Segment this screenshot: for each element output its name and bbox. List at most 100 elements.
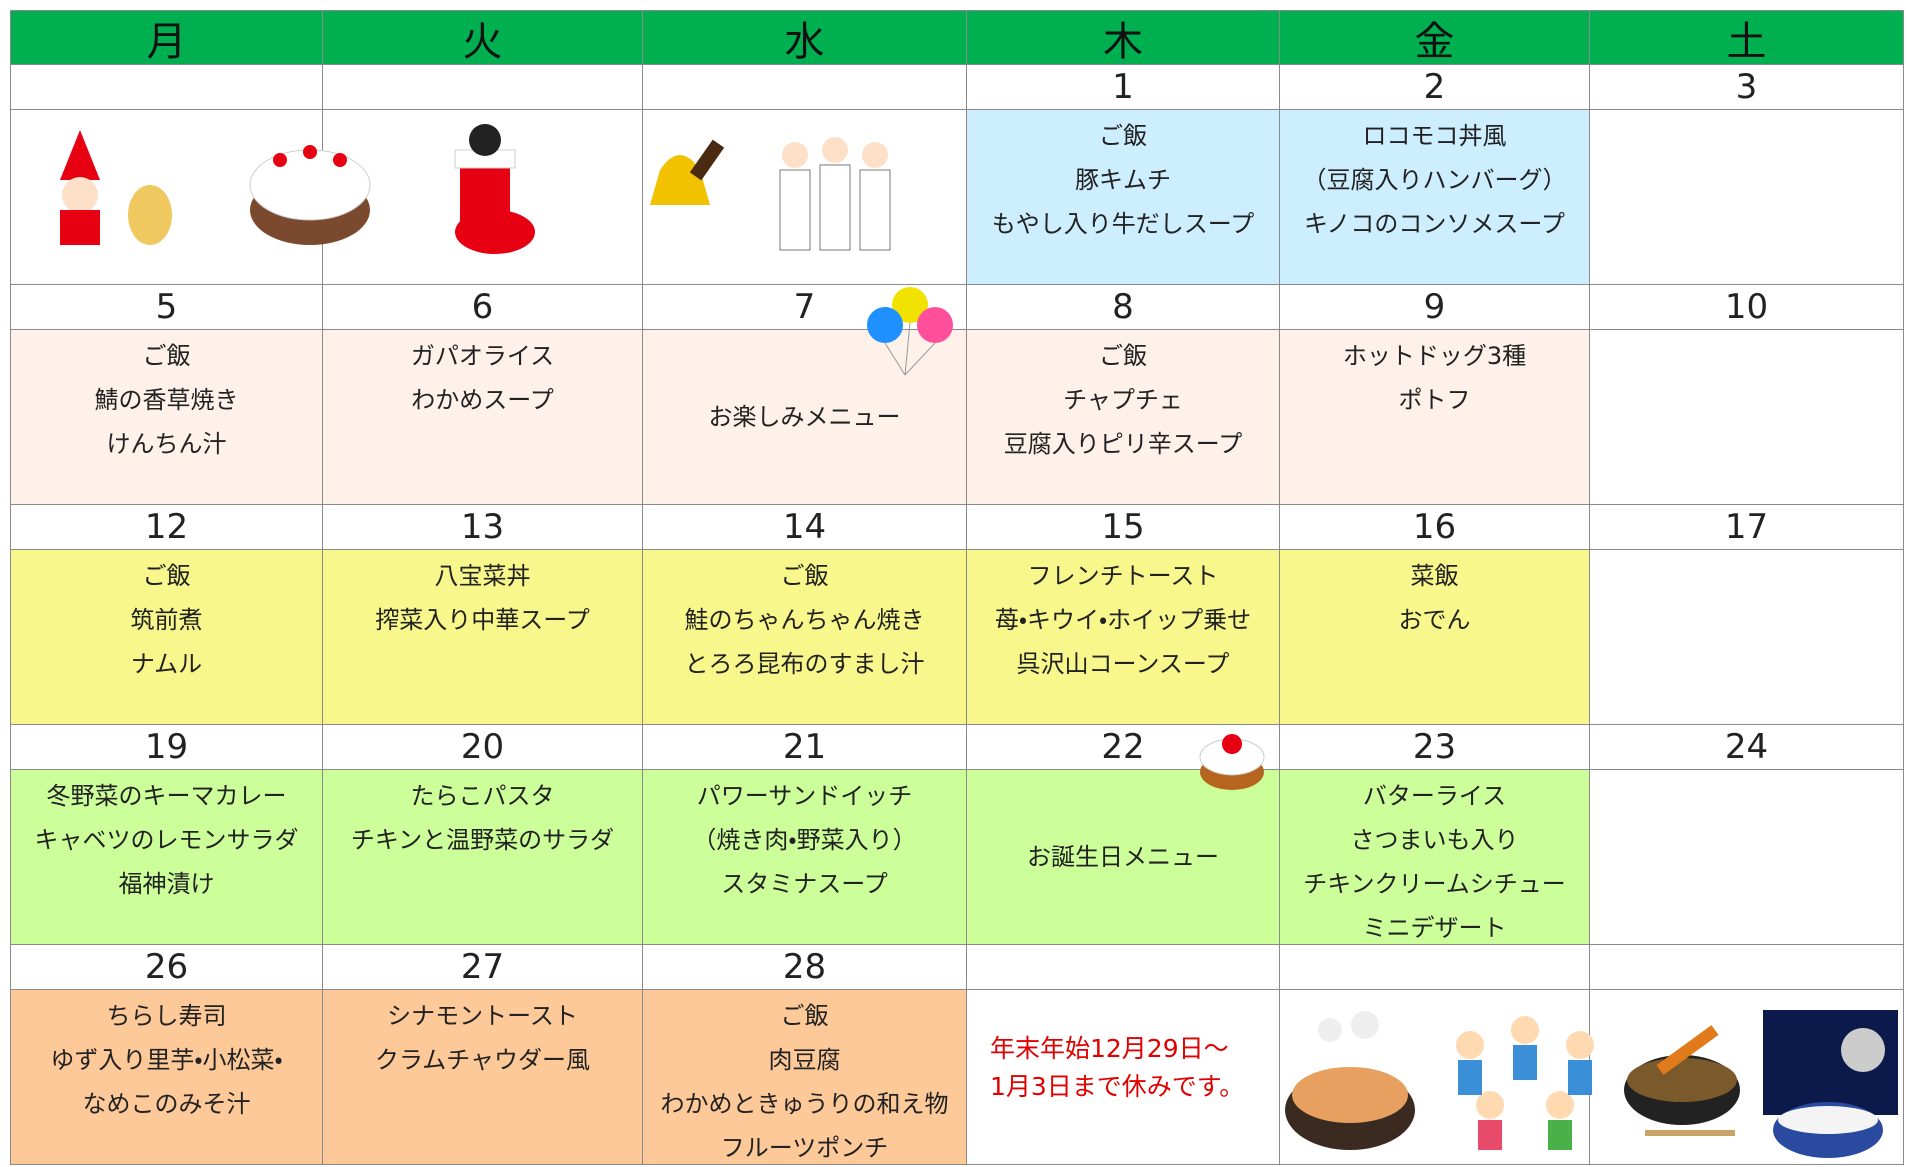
menu-cell: たらこパスタ チキンと温野菜のサラダ xyxy=(322,769,643,945)
date-cell: 3 xyxy=(1589,64,1904,110)
menu-cell: ご飯 肉豆腐 わかめときゅうりの和え物 フルーツポンチ xyxy=(642,989,967,1165)
menu-cell xyxy=(966,989,1280,1165)
date-cell: 8 xyxy=(966,284,1280,330)
menu-item: クラムチャウダー風 xyxy=(374,1046,591,1074)
menu-cell: パワーサンドイッチ （焼き肉・野菜入り） スタミナスープ xyxy=(642,769,967,945)
date-cell: 1 xyxy=(966,64,1280,110)
cake-icon xyxy=(249,145,371,245)
balloons-icon xyxy=(867,287,953,376)
menu-item: 豚キムチ xyxy=(1075,166,1171,194)
date-cell: 21 xyxy=(642,724,967,770)
menu-item: ロコモコ丼風 xyxy=(1362,122,1507,150)
menu-item: 肉豆腐 xyxy=(768,1046,841,1074)
menu-cell: 菜飯 おでん xyxy=(1279,549,1590,725)
date-cell xyxy=(642,64,967,110)
menu-item: ガパオライス xyxy=(410,342,555,370)
menu-item: 福神漬け xyxy=(118,870,215,898)
date-cell: 28 xyxy=(642,944,967,990)
menu-item: ちらし寿司 xyxy=(106,1002,227,1030)
menu-item: 冬野菜のキーマカレー xyxy=(46,782,287,810)
menu-item: おでん xyxy=(1398,606,1471,634)
weekday-header: 金 xyxy=(1279,10,1590,65)
menu-item: けんちん汁 xyxy=(106,430,227,458)
date-cell: 27 xyxy=(322,944,643,990)
new-year-icon xyxy=(1763,1010,1898,1158)
date-cell: 6 xyxy=(322,284,643,330)
date-cell: 2 xyxy=(1279,64,1590,110)
weekday-header: 月 xyxy=(10,10,323,65)
menu-cell: ご飯 筑前煮 ナムル xyxy=(10,549,323,725)
menu-item: ホットドッグ3種 xyxy=(1342,342,1527,370)
menu-item: わかめスープ xyxy=(411,386,554,414)
menu-item: お誕生日メニュー xyxy=(1027,843,1219,871)
date-cell: 13 xyxy=(322,504,643,550)
date-cell: 19 xyxy=(10,724,323,770)
menu-item: ご飯 xyxy=(142,342,191,370)
menu-item: たらこパスタ xyxy=(410,782,555,810)
menu-cell: ご飯 チャプチェ 豆腐入りピリ辛スープ xyxy=(966,329,1280,505)
date-cell: 17 xyxy=(1589,504,1904,550)
menu-cell: 八宝菜丼搾菜入り中華スープ xyxy=(322,549,643,725)
menu-item: （焼き肉・野菜入り） xyxy=(692,826,917,854)
menu-cell: ガパオライス わかめスープ xyxy=(322,329,643,505)
menu-item: 呉沢山コーンスープ xyxy=(1016,650,1230,678)
menu-item: 搾菜入り中華スープ xyxy=(375,606,590,634)
menu-cell: バターライス さつまいも入り チキンクリームシチュー ミニデザート xyxy=(1279,769,1590,945)
menu-cell xyxy=(1589,769,1904,945)
menu-item: 鯖の香草焼き xyxy=(94,386,239,414)
menu-item: とろろ昆布のすまし汁 xyxy=(684,650,925,678)
menu-cell: ご飯 豚キムチ もやし入り牛だしスープ xyxy=(966,109,1280,285)
nabe-icon xyxy=(1285,1011,1415,1150)
menu-cell xyxy=(1589,109,1904,285)
menu-item: フレンチトースト xyxy=(1027,562,1219,590)
choir-icon xyxy=(779,137,891,251)
date-cell: 9 xyxy=(1279,284,1590,330)
date-cell: 14 xyxy=(642,504,967,550)
menu-cell: フレンチトースト 苺・キウイ・ホイップ乗せ 呉沢山コーンスープ xyxy=(966,549,1280,725)
menu-item: キャベツのレモンサラダ xyxy=(34,826,299,854)
menu-item: 菜飯 xyxy=(1410,562,1459,590)
menu-cell: ロコモコ丼風 （豆腐入りハンバーグ） キノコのコンソメスープ xyxy=(1279,109,1590,285)
weekday-header: 木 xyxy=(966,10,1280,65)
menu-item: 八宝菜丼 xyxy=(434,562,531,590)
menu-cell xyxy=(1589,329,1904,505)
menu-item: 豆腐入りピリ辛スープ xyxy=(1003,430,1243,458)
menu-item: なめこのみそ汁 xyxy=(82,1090,251,1118)
menu-item: チキンクリームシチュー xyxy=(1303,870,1566,898)
menu-cell: ご飯 鮭のちゃんちゃん焼き とろろ昆布のすまし汁 xyxy=(642,549,967,725)
menu-item: パワーサンドイッチ xyxy=(696,782,913,810)
menu-item: キノコのコンソメスープ xyxy=(1304,210,1565,238)
stocking-icon xyxy=(454,124,535,254)
santa-icon xyxy=(60,130,172,245)
holiday-note: 年末年始12月29日～ 1月3日まで休みです。 xyxy=(990,1030,1244,1106)
date-cell: 16 xyxy=(1279,504,1590,550)
menu-item: ナムル xyxy=(130,650,203,678)
menu-cell: お誕生日メニュー xyxy=(966,769,1280,945)
date-cell: 15 xyxy=(966,504,1280,550)
menu-cell: 冬野菜のキーマカレー キャベツのレモンサラダ 福神漬け xyxy=(10,769,323,945)
menu-item: フルーツポンチ xyxy=(720,1134,889,1162)
menu-item: お楽しみメニュー xyxy=(708,403,901,431)
family-icon xyxy=(1456,1016,1594,1150)
menu-item: ご飯 xyxy=(142,562,191,590)
menu-item: バターライス xyxy=(1362,782,1507,810)
date-cell: 26 xyxy=(10,944,323,990)
menu-cell: ご飯鯖の香草焼き けんちん汁 xyxy=(10,329,323,505)
menu-cell: シナモントースト クラムチャウダー風 xyxy=(322,989,643,1165)
weekday-header: 火 xyxy=(322,10,643,65)
note-line: 年末年始12月29日～ xyxy=(990,1034,1229,1063)
menu-item: ゆず入り里芋・小松菜・ xyxy=(50,1046,283,1074)
date-cell: 20 xyxy=(322,724,643,770)
date-cell xyxy=(10,64,323,110)
birthday-cake-icon xyxy=(1199,734,1265,790)
date-cell: 23 xyxy=(1279,724,1590,770)
date-cell: 24 xyxy=(1589,724,1904,770)
menu-item: ご飯 xyxy=(780,562,829,590)
menu-cell: ちらし寿司ゆず入り里芋・小松菜・ なめこのみそ汁 xyxy=(10,989,323,1165)
menu-item: （豆腐入りハンバーグ） xyxy=(1302,166,1567,194)
date-cell: 5 xyxy=(10,284,323,330)
date-cell xyxy=(966,944,1280,990)
menu-item: ご飯 xyxy=(780,1002,829,1030)
menu-item: ご飯 xyxy=(1099,342,1147,370)
